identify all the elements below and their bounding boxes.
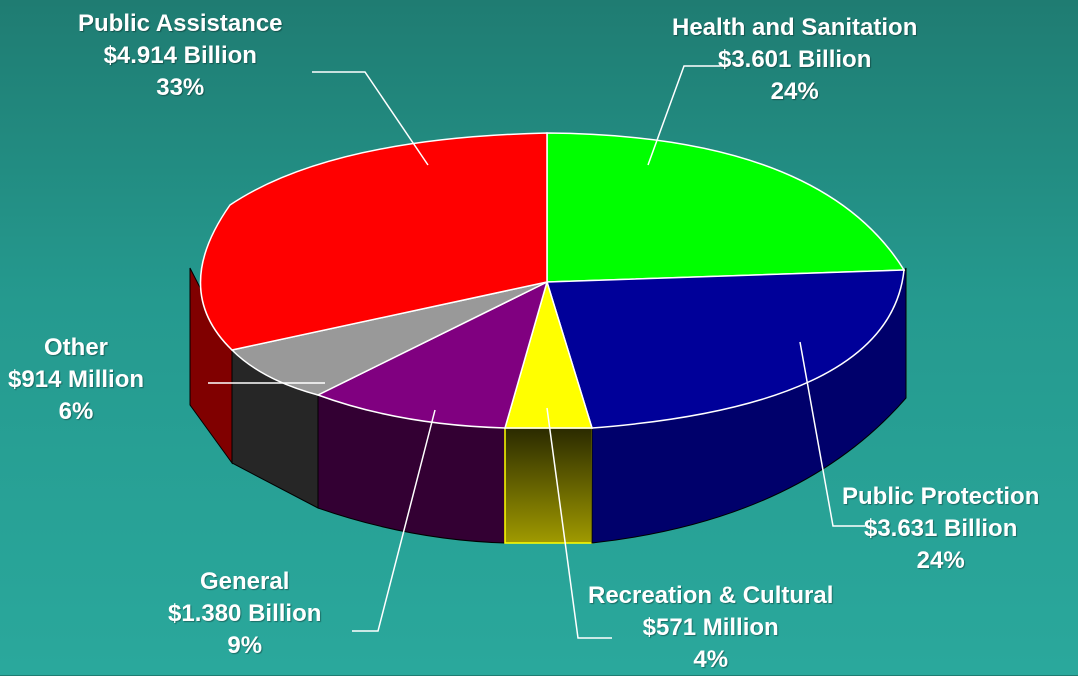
label-recreation: Recreation & Cultural $571 Million 4%: [588, 580, 833, 676]
leader-line-public-assistance: [312, 71, 429, 166]
slice-percent: 9%: [227, 632, 263, 659]
slice-amount: $3.601 Billion: [717, 46, 872, 73]
leader-line-health-and-sanitation: [647, 65, 722, 166]
leader-line-public-protection: [799, 341, 865, 527]
slice-amount: $3.631 Billion: [863, 515, 1018, 542]
slice-amount: $4.914 Billion: [103, 42, 257, 69]
slice-amount: $914 Million: [8, 366, 145, 393]
slice-percent: 24%: [916, 547, 965, 574]
slice-percent: 6%: [58, 398, 94, 425]
leader-line-recreation: [546, 407, 612, 639]
slice-name: General: [200, 568, 290, 595]
slice-name: Public Assistance: [78, 10, 283, 37]
leader-line-general: [352, 409, 436, 632]
label-general: General $1.380 Billion 9%: [168, 566, 321, 662]
label-health-and-sanitation: Health and Sanitation $3.601 Billion 24%: [672, 12, 917, 108]
slice-percent: 24%: [770, 78, 819, 105]
slice-top-health-and-sanitation: [546, 132, 906, 283]
slice-name: Recreation & Cultural: [588, 582, 834, 609]
slice-name: Other: [44, 334, 109, 361]
slice-top-general: [316, 280, 549, 429]
slice-name: Public Protection: [842, 483, 1040, 510]
slice-top-public-assistance: [199, 132, 548, 351]
slice-percent: 4%: [693, 646, 729, 673]
slice-top-other: [230, 281, 548, 396]
slice-percent: 33%: [156, 74, 205, 101]
slice-amount: $571 Million: [642, 614, 779, 641]
slice-amount: $1.380 Billion: [168, 600, 322, 627]
slice-top-public-protection: [545, 269, 905, 429]
slice-name: Health and Sanitation: [672, 14, 918, 41]
label-public-assistance: Public Assistance $4.914 Billion 33%: [78, 8, 283, 104]
slice-side-recreation: [504, 427, 593, 544]
label-other: Other $914 Million 6%: [8, 332, 144, 428]
label-public-protection: Public Protection $3.631 Billion 24%: [842, 481, 1039, 577]
